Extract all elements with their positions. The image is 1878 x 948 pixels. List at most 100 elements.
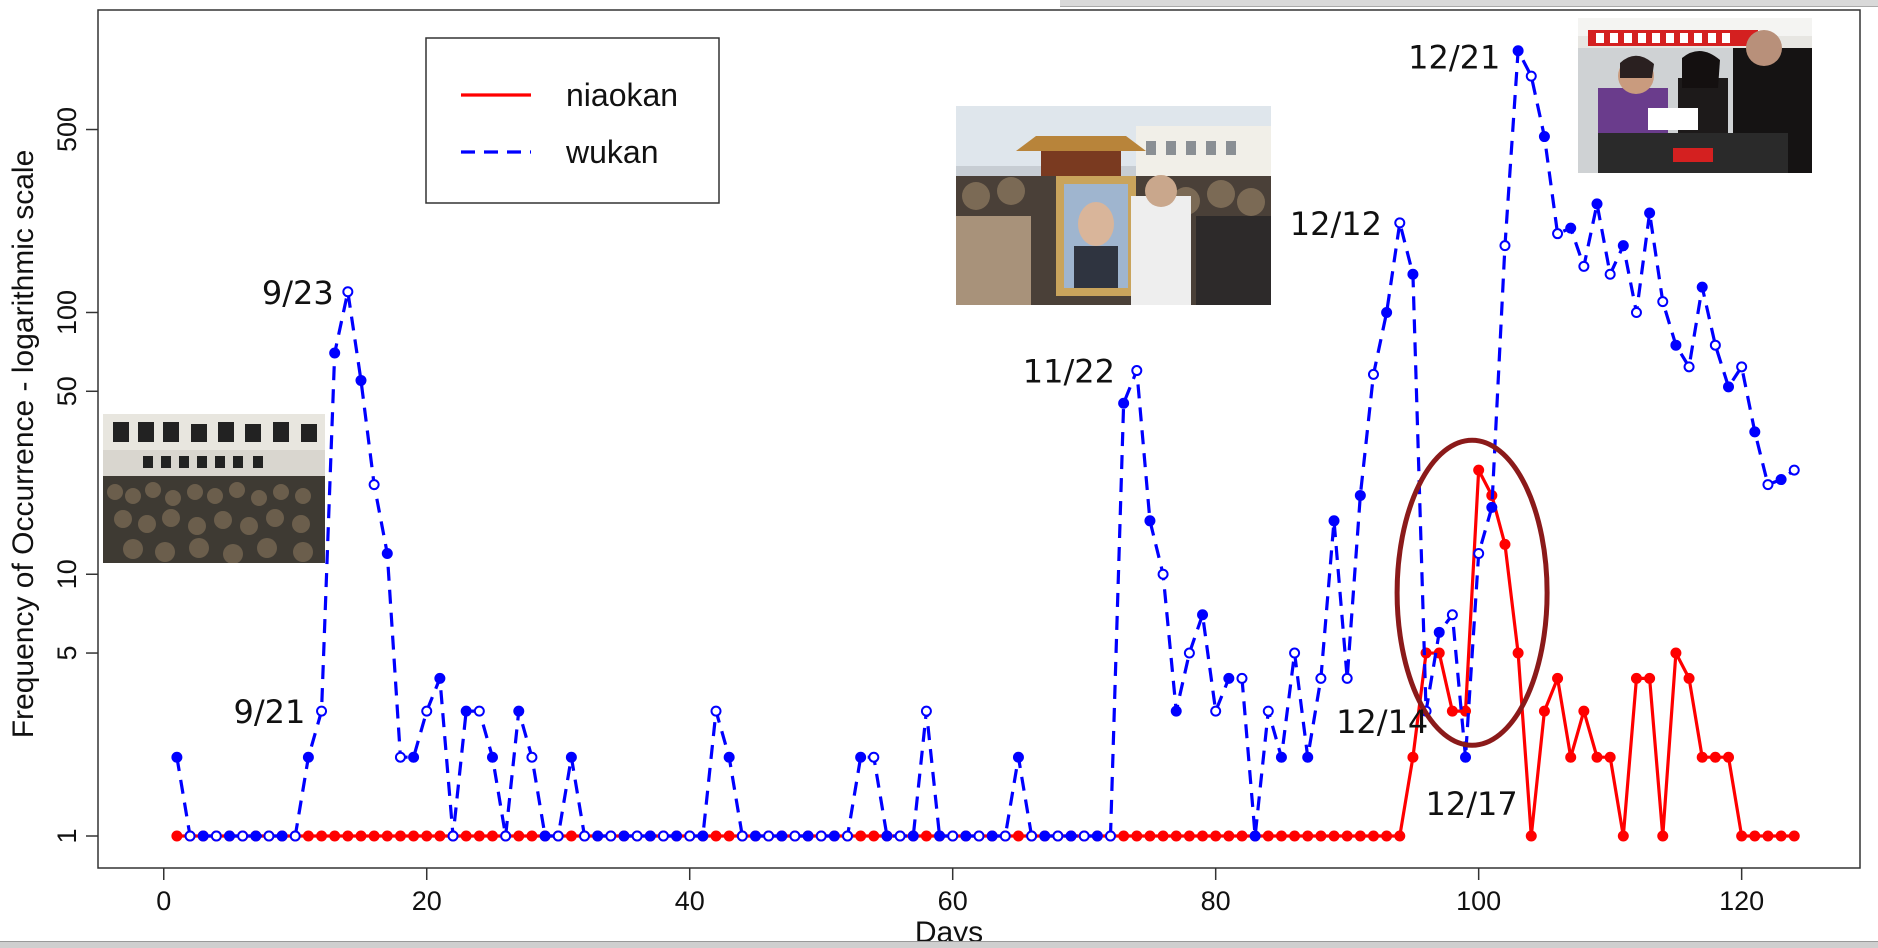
point-niaokan-120 xyxy=(1736,830,1748,842)
point-wukan-48 xyxy=(789,830,801,842)
point-wukan-97 xyxy=(1433,626,1445,638)
point-wukan-119 xyxy=(1723,381,1735,393)
point-niaokan-21 xyxy=(434,830,446,842)
point-niaokan-81 xyxy=(1223,830,1235,842)
point-niaokan-118 xyxy=(1709,751,1721,763)
point-niaokan-27 xyxy=(513,830,525,842)
point-wukan-16 xyxy=(368,479,380,491)
point-niaokan-111 xyxy=(1617,830,1629,842)
point-wukan-43 xyxy=(723,751,735,763)
point-wukan-75 xyxy=(1144,515,1156,527)
point-wukan-78 xyxy=(1183,647,1195,659)
point-wukan-60 xyxy=(947,830,959,842)
point-wukan-79 xyxy=(1197,609,1209,621)
point-wukan-91 xyxy=(1354,489,1366,501)
point-wukan-2 xyxy=(184,830,196,842)
ballot-box-photo xyxy=(1578,18,1812,173)
point-wukan-67 xyxy=(1039,830,1051,842)
annotation-12-17: 12/17 xyxy=(1426,785,1518,823)
point-niaokan-13 xyxy=(329,830,341,842)
point-wukan-110 xyxy=(1604,268,1616,280)
point-wukan-71 xyxy=(1091,830,1103,842)
point-niaokan-43 xyxy=(723,830,735,842)
point-wukan-33 xyxy=(592,830,604,842)
point-niaokan-106 xyxy=(1552,672,1564,684)
point-wukan-102 xyxy=(1499,240,1511,252)
point-niaokan-108 xyxy=(1578,705,1590,717)
point-niaokan-76 xyxy=(1157,830,1169,842)
point-wukan-34 xyxy=(605,830,617,842)
point-niaokan-28 xyxy=(526,830,538,842)
x-tick-label-60: 60 xyxy=(938,886,968,916)
point-niaokan-78 xyxy=(1183,830,1195,842)
point-wukan-88 xyxy=(1315,672,1327,684)
x-tick-label-20: 20 xyxy=(412,886,442,916)
point-wukan-25 xyxy=(486,751,498,763)
legend-box xyxy=(425,37,720,204)
annotation-11-22: 11/22 xyxy=(1023,353,1115,391)
point-wukan-92 xyxy=(1367,368,1379,380)
point-wukan-74 xyxy=(1131,365,1143,377)
annotation-12-14: 12/14 xyxy=(1336,703,1428,741)
x-tick-label-40: 40 xyxy=(675,886,705,916)
point-wukan-58 xyxy=(920,705,932,717)
point-wukan-61 xyxy=(960,830,972,842)
point-niaokan-105 xyxy=(1538,705,1550,717)
point-niaokan-73 xyxy=(1118,830,1130,842)
point-wukan-40 xyxy=(684,830,696,842)
point-niaokan-25 xyxy=(486,830,498,842)
point-wukan-29 xyxy=(539,830,551,842)
point-wukan-41 xyxy=(697,830,709,842)
point-wukan-65 xyxy=(1012,751,1024,763)
point-wukan-27 xyxy=(513,705,525,717)
point-wukan-72 xyxy=(1104,830,1116,842)
point-wukan-101 xyxy=(1486,501,1498,513)
point-wukan-123 xyxy=(1775,474,1787,486)
point-wukan-118 xyxy=(1709,339,1721,351)
point-niaokan-92 xyxy=(1367,830,1379,842)
point-wukan-14 xyxy=(342,286,354,298)
point-niaokan-102 xyxy=(1499,538,1511,550)
point-wukan-121 xyxy=(1749,426,1761,438)
legend-label-niaokan: niaokan xyxy=(566,77,678,113)
point-wukan-19 xyxy=(408,751,420,763)
point-niaokan-65 xyxy=(1012,830,1024,842)
point-wukan-4 xyxy=(210,830,222,842)
point-wukan-104 xyxy=(1525,70,1537,82)
point-wukan-11 xyxy=(302,751,314,763)
series-line-niaokan xyxy=(176,468,1795,838)
point-niaokan-113 xyxy=(1644,672,1656,684)
point-wukan-89 xyxy=(1328,515,1340,527)
point-niaokan-14 xyxy=(342,830,354,842)
point-niaokan-103 xyxy=(1512,647,1524,659)
point-niaokan-84 xyxy=(1262,830,1274,842)
protest-banner-photo xyxy=(103,414,325,563)
point-niaokan-104 xyxy=(1525,830,1537,842)
point-niaokan-24 xyxy=(473,830,485,842)
point-niaokan-98 xyxy=(1446,705,1458,717)
point-wukan-56 xyxy=(894,830,906,842)
plot-frame xyxy=(97,9,1861,869)
point-wukan-124 xyxy=(1788,464,1800,476)
point-wukan-37 xyxy=(644,830,656,842)
point-niaokan-100 xyxy=(1473,464,1485,476)
point-wukan-18 xyxy=(394,751,406,763)
point-niaokan-80 xyxy=(1210,830,1222,842)
point-wukan-109 xyxy=(1591,198,1603,210)
point-wukan-32 xyxy=(579,830,591,842)
point-wukan-17 xyxy=(381,548,393,560)
point-niaokan-74 xyxy=(1131,830,1143,842)
point-niaokan-1 xyxy=(171,830,183,842)
point-wukan-51 xyxy=(828,830,840,842)
point-niaokan-85 xyxy=(1275,830,1287,842)
point-wukan-44 xyxy=(736,830,748,842)
point-wukan-81 xyxy=(1223,672,1235,684)
point-niaokan-54 xyxy=(868,830,880,842)
y-tick-label-5: 5 xyxy=(52,646,82,661)
point-wukan-93 xyxy=(1381,306,1393,318)
point-wukan-36 xyxy=(631,830,643,842)
point-niaokan-79 xyxy=(1197,830,1209,842)
point-wukan-120 xyxy=(1736,361,1748,373)
point-niaokan-95 xyxy=(1407,751,1419,763)
point-wukan-26 xyxy=(500,830,512,842)
